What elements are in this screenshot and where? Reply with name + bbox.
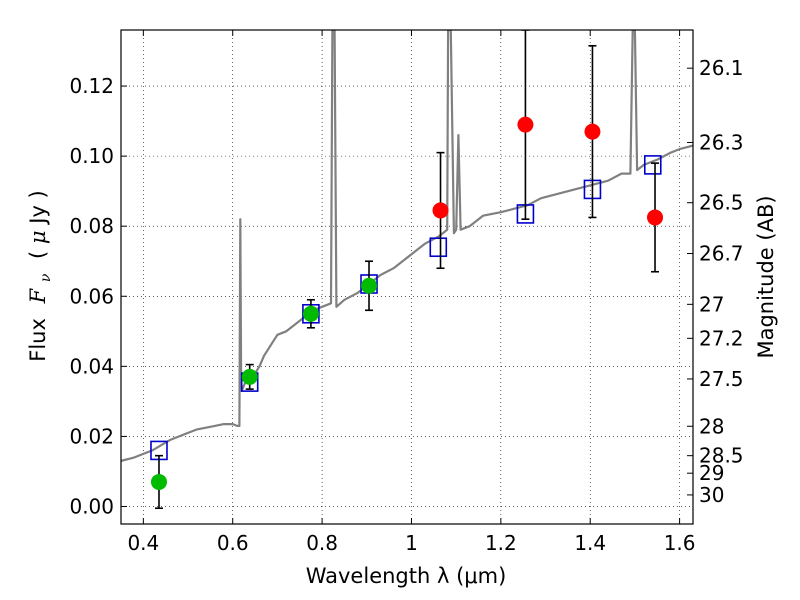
detection-point <box>150 473 167 490</box>
y-tick-label: 0.12 <box>69 74 114 98</box>
y-label-unit-mu: μ <box>26 230 50 244</box>
right-axis-label: Magnitude (AB) <box>754 195 778 358</box>
mag-tick-label: 26.5 <box>699 191 744 215</box>
y-tick-label: 0.10 <box>69 144 114 168</box>
mag-tick-label: 28.5 <box>699 444 744 468</box>
x-tick-label: 0.8 <box>306 531 338 555</box>
upper-limit-point <box>517 116 534 133</box>
x-tick-label: 1.6 <box>664 531 696 555</box>
x-tick-label: 1 <box>405 531 418 555</box>
y-tick-label: 0.04 <box>69 354 114 378</box>
x-tick-label: 1.2 <box>485 531 517 555</box>
y-tick-label: 0.02 <box>69 424 114 448</box>
upper-limit-point <box>432 202 449 219</box>
mag-tick-label: 30 <box>699 483 724 507</box>
mag-tick-label: 26.1 <box>699 56 744 80</box>
spectrum-line <box>121 30 693 462</box>
plot-frame <box>120 29 694 525</box>
grid-lines <box>121 30 693 524</box>
upper-limit-point <box>584 123 601 140</box>
y-label-unit-open: ( <box>26 244 50 259</box>
x-tick-label: 1.4 <box>574 531 606 555</box>
y-tick-label: 0.00 <box>69 494 114 518</box>
detection-point <box>302 305 319 322</box>
detection-point <box>361 277 378 294</box>
y-axis-label: Flux F ν ( μ Jy ) <box>26 190 55 362</box>
y-label-subscript: ν <box>38 273 54 282</box>
mag-tick-label: 26.7 <box>699 242 744 266</box>
mag-tick-label: 27 <box>699 292 724 316</box>
y-label-prefix: Flux <box>26 318 50 362</box>
mag-tick-label: 28 <box>699 414 724 438</box>
plot-area <box>121 30 693 510</box>
detection-point <box>241 368 258 385</box>
mag-tick-label: 27.5 <box>699 367 744 391</box>
y-tick-label: 0.06 <box>69 284 114 308</box>
y-label-symbol: F <box>26 287 50 304</box>
mag-tick-label: 27.2 <box>699 326 744 350</box>
model-photometry-square <box>643 155 662 175</box>
axis-ticks: 0.4 0.6 0.8 1 1.2 1.4 1.6 0.00 0.02 0.04 0.06 0.08 0… <box>69 30 744 555</box>
mag-tick-label: 26.3 <box>699 130 744 154</box>
y-label-unit-rest: Jy ) <box>26 190 50 226</box>
x-tick-label: 0.6 <box>217 531 249 555</box>
y-tick-label: 0.08 <box>69 214 114 238</box>
upper-limit-point <box>647 209 664 226</box>
mag-tick-label: 29 <box>699 461 724 485</box>
x-tick-label: 0.4 <box>127 531 159 555</box>
model-photometry-square <box>429 237 448 258</box>
x-axis-label: Wavelength λ (μm) <box>306 564 507 588</box>
